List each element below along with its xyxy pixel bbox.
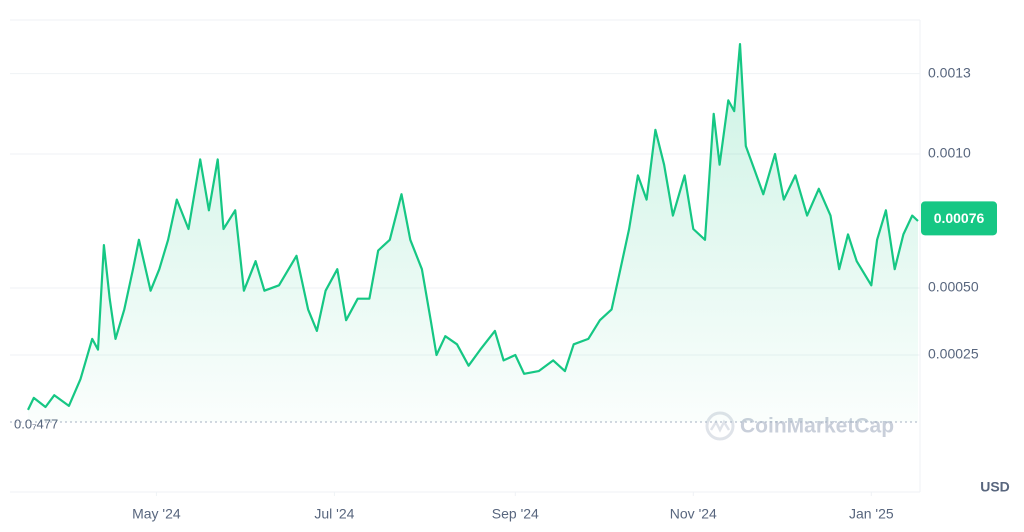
currency: USD [980, 479, 1010, 495]
x-tick-label: Jan '25 [849, 506, 894, 522]
y-tick-label: 0.0010 [928, 145, 971, 161]
y-tick-label: 0.00025 [928, 346, 979, 362]
y-tick-label: 0.0013 [928, 64, 971, 80]
x-tick-label: May '24 [132, 506, 181, 522]
x-tick-label: Sep '24 [492, 506, 539, 522]
x-tick-label: Nov '24 [670, 506, 717, 522]
x-tick-label: Jul '24 [314, 506, 354, 522]
price-area [28, 44, 918, 422]
price-line [27, 43, 919, 411]
price-badge-label: 0.00076 [934, 210, 985, 226]
y-tick-label: 0.00050 [928, 279, 979, 295]
price-badge [921, 201, 997, 236]
